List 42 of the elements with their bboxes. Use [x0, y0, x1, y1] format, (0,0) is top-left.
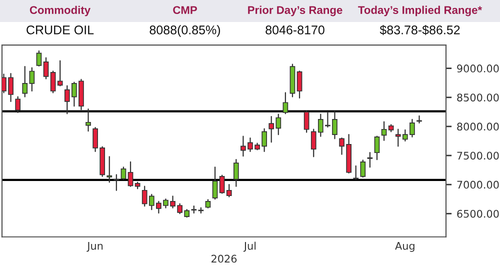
- y-tick-label: 7500.00: [457, 152, 499, 160]
- y-tick-label: 6500.00: [457, 210, 499, 218]
- text: Today’s Implied Range*: [358, 6, 482, 16]
- x-tick-label: Jun: [86, 242, 103, 252]
- text: CRUDE OIL: [26, 26, 94, 34]
- text: Commodity: [30, 6, 90, 16]
- candlestick: [15, 96, 21, 114]
- x-axis-title: 2026: [212, 254, 237, 263]
- text: Prior Day’s Range: [248, 6, 342, 16]
- text: 8088(0.85%): [150, 25, 220, 37]
- x-tick-label: Jul: [243, 242, 256, 252]
- candlestick: [219, 174, 225, 194]
- candlestick: [304, 110, 310, 133]
- candlestick: [381, 121, 387, 141]
- candlestick: [29, 67, 35, 92]
- candlestick: [120, 166, 126, 180]
- y-tick-label: 8000.00: [457, 122, 499, 131]
- candlestick: [296, 70, 302, 99]
- candlestick: [233, 159, 239, 187]
- candlestick: [106, 156, 112, 183]
- candlestick: [374, 136, 380, 160]
- candlestick: [36, 50, 42, 67]
- candlestick: [212, 166, 218, 200]
- text: 8046-8170: [266, 26, 324, 34]
- text: $83.78-$86.52: [380, 24, 460, 36]
- y-tick-label: 9000.00: [457, 64, 499, 72]
- candlestick: [226, 184, 232, 198]
- candlestick: [50, 70, 56, 94]
- candlestick: [57, 60, 63, 86]
- candlestick: [114, 174, 120, 191]
- candlestick: [367, 152, 373, 168]
- y-tick-label: 8500.00: [457, 94, 499, 102]
- candlestick: [282, 92, 288, 114]
- x-tick-label: Aug: [395, 242, 414, 252]
- text: CMP: [173, 6, 197, 14]
- candlestick: [360, 160, 366, 178]
- candlestick: [416, 115, 422, 124]
- candlestick: [86, 108, 91, 132]
- candlestick: [43, 57, 49, 80]
- candlestick: [22, 66, 28, 98]
- y-tick-label: 7000.00: [457, 180, 499, 189]
- candlestick: [128, 161, 134, 187]
